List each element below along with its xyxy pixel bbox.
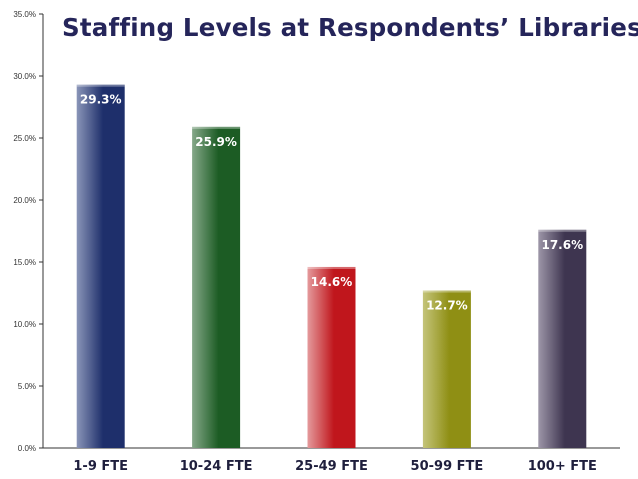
data-label: 14.6% (311, 275, 353, 289)
y-tick-label: 20.0% (13, 196, 36, 205)
bar-highlight (307, 266, 356, 269)
bar-10-24-fte (192, 126, 241, 448)
y-tick-label: 0.0% (18, 444, 36, 453)
data-label: 17.6% (541, 238, 583, 252)
bar-highlight (192, 126, 241, 129)
chart-title: Staffing Levels at Respondents’ Librarie… (62, 13, 638, 42)
bar-50-99-fte (422, 290, 471, 448)
x-tick-label: 25-49 FTE (295, 459, 368, 474)
bar-highlight (422, 290, 471, 293)
data-label: 25.9% (195, 135, 237, 149)
y-tick-label: 30.0% (13, 72, 36, 81)
bar-highlight (538, 229, 587, 232)
x-tick-label: 100+ FTE (528, 459, 597, 474)
y-tick-label: 5.0% (18, 382, 36, 391)
y-tick-label: 35.0% (13, 10, 36, 19)
y-tick-label: 10.0% (13, 320, 36, 329)
bar-25-49-fte (307, 266, 356, 448)
y-tick-label: 15.0% (13, 258, 36, 267)
data-label: 29.3% (80, 93, 122, 107)
bar-highlight (76, 84, 125, 87)
x-tick-label: 50-99 FTE (411, 459, 484, 474)
x-tick-label: 1-9 FTE (73, 459, 128, 474)
x-tick-label: 10-24 FTE (180, 459, 253, 474)
y-tick-label: 25.0% (13, 134, 36, 143)
data-label: 12.7% (426, 299, 468, 313)
bar-1-9-fte (76, 84, 125, 449)
bar-100-fte (538, 229, 587, 448)
